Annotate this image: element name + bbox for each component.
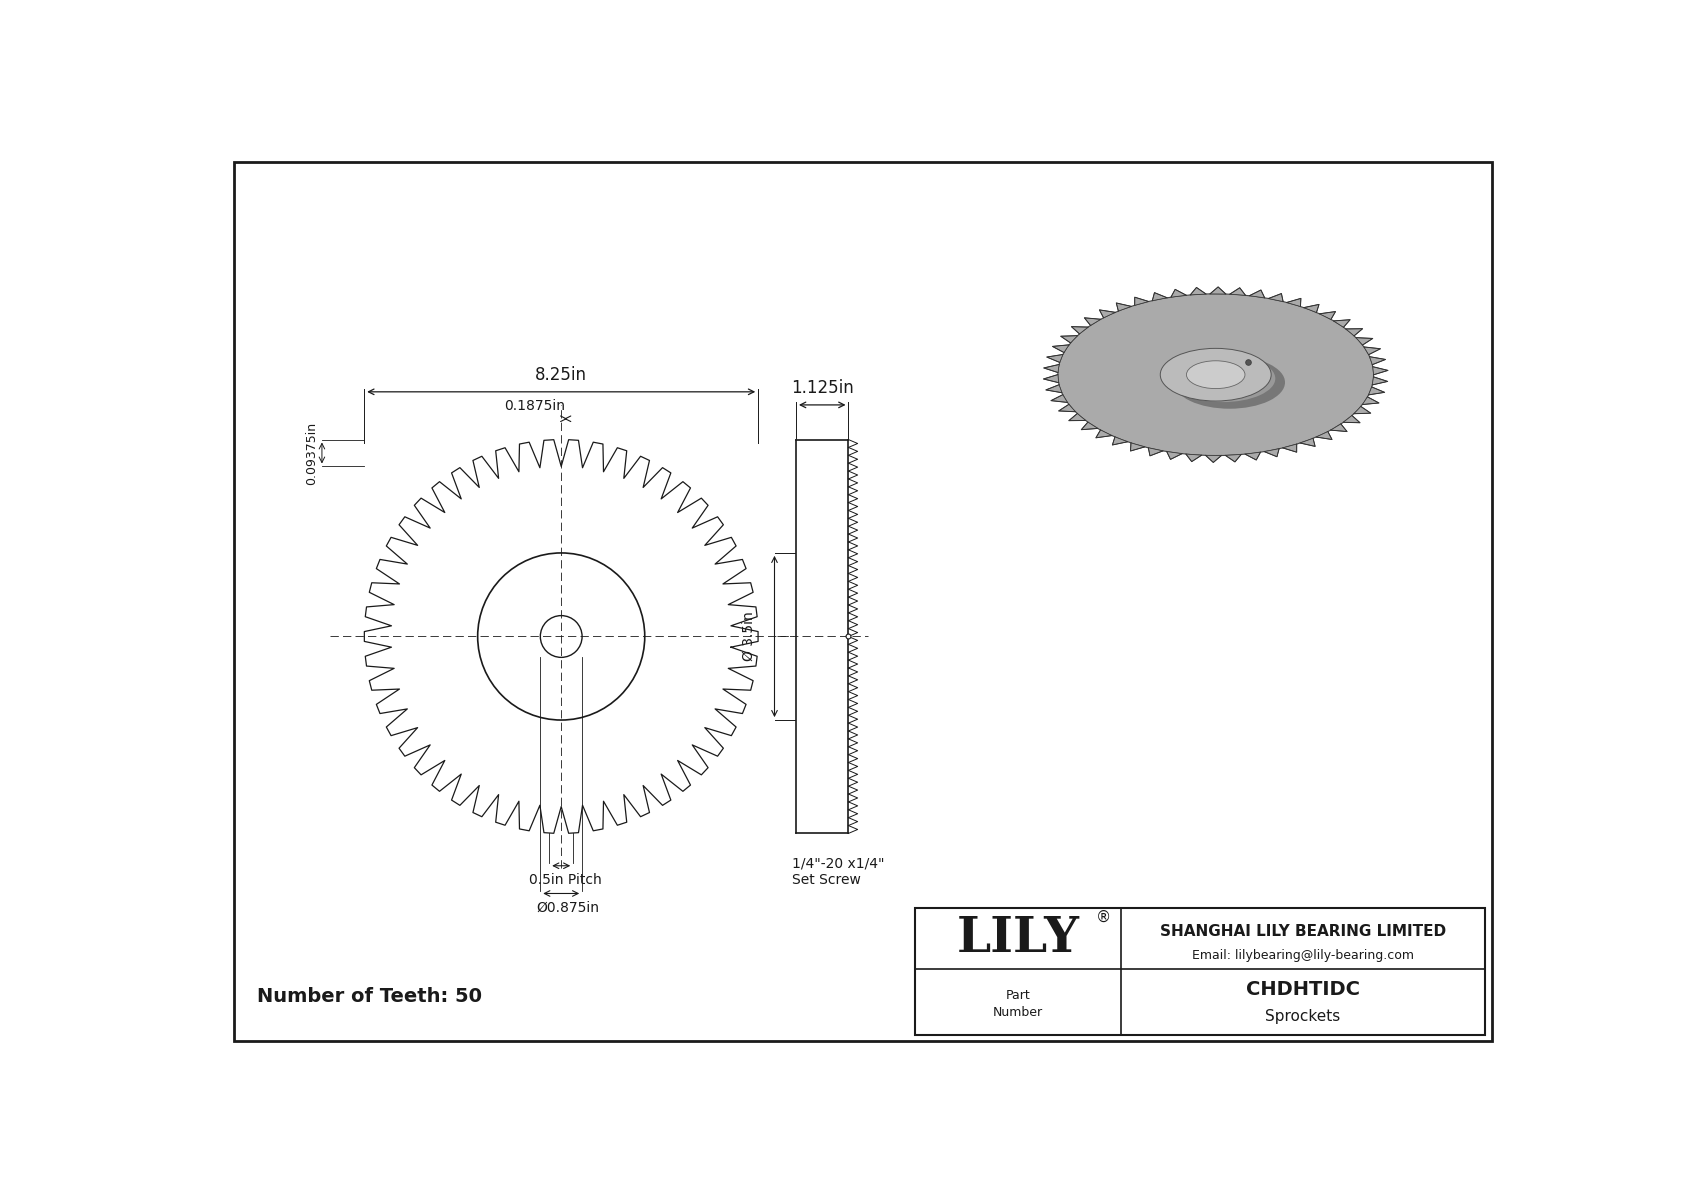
Polygon shape <box>1206 455 1221 462</box>
Polygon shape <box>1229 288 1246 295</box>
Text: Ø 3.5in: Ø 3.5in <box>741 612 756 661</box>
Polygon shape <box>1116 303 1132 311</box>
Polygon shape <box>1135 298 1148 305</box>
Text: Ø0.875in: Ø0.875in <box>536 902 600 915</box>
Polygon shape <box>1226 455 1241 462</box>
Text: 0.5in Pitch: 0.5in Pitch <box>529 873 601 887</box>
Polygon shape <box>1317 431 1332 439</box>
Polygon shape <box>1170 289 1186 298</box>
Text: SHANGHAI LILY BEARING LIMITED: SHANGHAI LILY BEARING LIMITED <box>1160 924 1447 939</box>
Polygon shape <box>1130 443 1145 451</box>
Text: 1.125in: 1.125in <box>791 379 854 398</box>
Ellipse shape <box>1160 348 1271 401</box>
Polygon shape <box>1372 367 1388 375</box>
Polygon shape <box>1346 329 1362 336</box>
Polygon shape <box>1096 430 1111 438</box>
Polygon shape <box>1167 451 1182 460</box>
Polygon shape <box>1211 287 1226 294</box>
Polygon shape <box>1071 326 1088 333</box>
Polygon shape <box>1369 356 1386 364</box>
Ellipse shape <box>1058 294 1374 455</box>
Polygon shape <box>1113 437 1128 445</box>
Polygon shape <box>1330 424 1347 431</box>
Polygon shape <box>1191 287 1206 295</box>
Ellipse shape <box>1202 368 1229 381</box>
Polygon shape <box>1250 289 1265 298</box>
Polygon shape <box>1069 413 1086 420</box>
Text: Email: lilybearing@lily-bearing.com: Email: lilybearing@lily-bearing.com <box>1192 949 1415 962</box>
Polygon shape <box>1364 347 1381 355</box>
Text: 0.1875in: 0.1875in <box>504 399 564 412</box>
Polygon shape <box>1369 387 1384 395</box>
Polygon shape <box>1081 422 1098 430</box>
Text: Number of Teeth: 50: Number of Teeth: 50 <box>258 987 482 1006</box>
Polygon shape <box>1244 453 1261 460</box>
Polygon shape <box>1287 299 1302 306</box>
Polygon shape <box>1059 405 1076 412</box>
Text: 1/4"-20 x1/4"
Set Screw: 1/4"-20 x1/4" Set Screw <box>791 856 884 887</box>
Polygon shape <box>1344 416 1361 423</box>
Text: LILY: LILY <box>957 916 1079 962</box>
Text: Part
Number: Part Number <box>994 989 1042 1018</box>
Text: CHDHTIDC: CHDHTIDC <box>1246 980 1361 999</box>
Polygon shape <box>1148 448 1164 456</box>
Polygon shape <box>1303 305 1319 312</box>
Polygon shape <box>1044 375 1059 382</box>
Polygon shape <box>1300 438 1315 447</box>
Polygon shape <box>1362 397 1379 405</box>
Polygon shape <box>1268 293 1283 301</box>
Polygon shape <box>1334 319 1351 328</box>
Polygon shape <box>1084 318 1101 325</box>
Text: 8.25in: 8.25in <box>536 366 588 385</box>
Polygon shape <box>1047 355 1063 362</box>
Ellipse shape <box>1174 356 1285 409</box>
Polygon shape <box>1283 444 1297 453</box>
Text: ®: ® <box>1096 910 1111 924</box>
Polygon shape <box>1051 394 1068 403</box>
Polygon shape <box>1152 293 1167 300</box>
Polygon shape <box>1046 385 1063 393</box>
Polygon shape <box>1044 364 1059 373</box>
Text: 0.09375in: 0.09375in <box>305 422 318 485</box>
Polygon shape <box>1186 454 1202 462</box>
Polygon shape <box>1052 345 1069 353</box>
Polygon shape <box>1100 310 1115 318</box>
Polygon shape <box>1320 312 1335 319</box>
Polygon shape <box>1265 449 1280 457</box>
Polygon shape <box>1354 406 1371 413</box>
Ellipse shape <box>1187 361 1244 388</box>
Polygon shape <box>1356 337 1372 345</box>
Polygon shape <box>1061 336 1078 343</box>
Ellipse shape <box>1170 355 1275 403</box>
Polygon shape <box>1372 376 1388 385</box>
Text: Sprockets: Sprockets <box>1265 1009 1340 1024</box>
Bar <box>916 909 1485 1035</box>
